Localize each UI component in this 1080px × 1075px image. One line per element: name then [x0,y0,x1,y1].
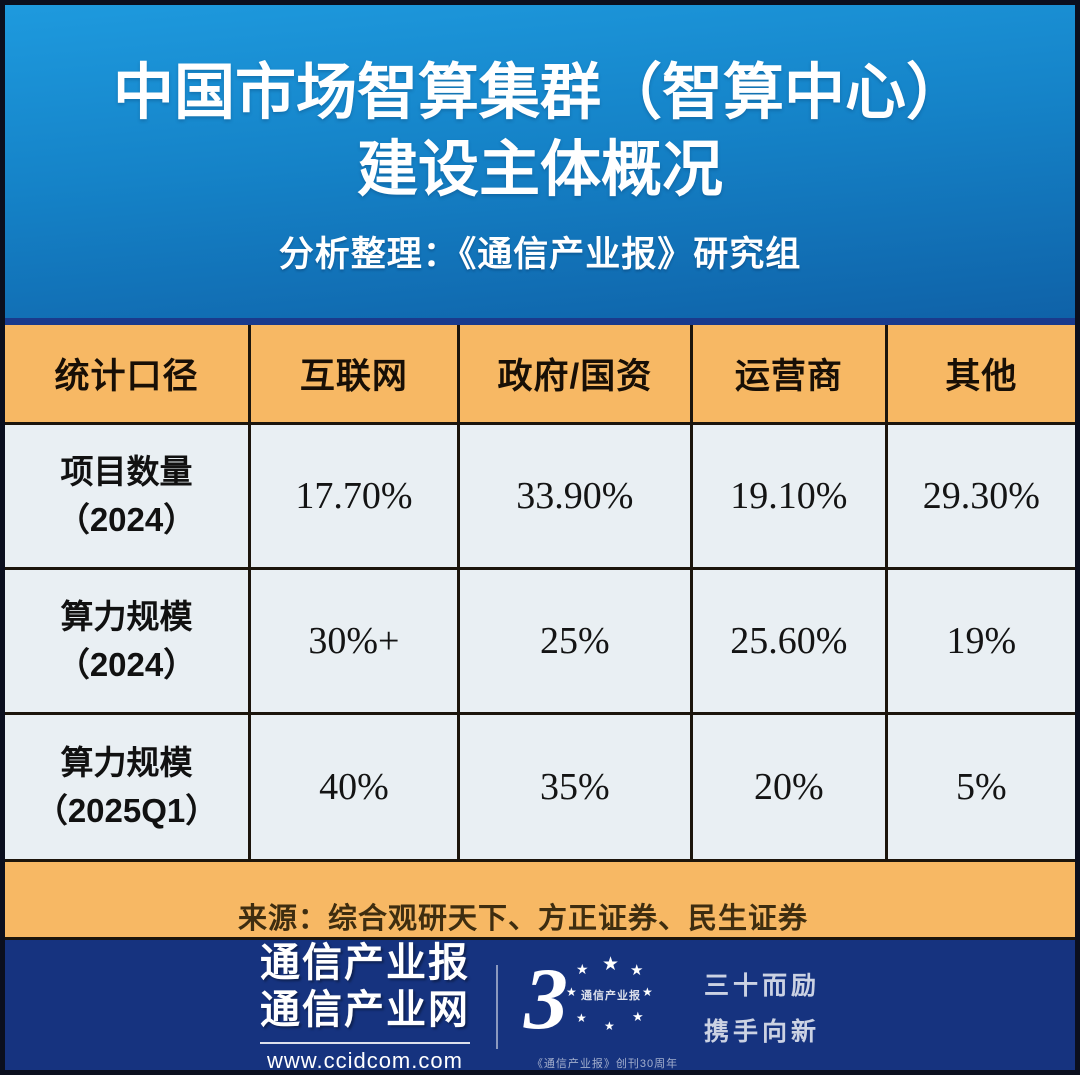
table-cell: 40% [251,715,460,862]
page-title-line2: 建设主体概况 [356,135,723,203]
slogan-line2: 携手向新 [703,1018,820,1047]
star-icon: ★ [601,954,620,976]
source-bar: 来源：综合观研天下、方正证券、民生证券 [5,862,1075,937]
brand-name-paper: 通信产业报 [259,941,470,985]
star-icon: ★ [575,961,589,978]
page-title: 中国市场智算集群（智算中心） 建设主体概况 [113,54,967,208]
table-cell: 19% [887,570,1075,715]
table-cell: 29.30% [887,425,1075,570]
column-header-operator: 运营商 [692,325,888,425]
table-cell: 20% [692,715,888,862]
star-icon: ★ [565,985,577,1000]
table-cell: 35% [459,715,693,862]
logo-inner-text: 通信产业报 [580,990,641,1003]
table-cell: 19.10% [692,425,888,570]
brand-website: www.ccidcom.com [259,1042,470,1070]
table-cell: 30%+ [251,570,460,715]
star-icon: ★ [629,962,644,980]
brand-name-web: 通信产业网 [259,988,470,1033]
row-label-project-count-2024: 项目数量 （2024） [5,425,252,570]
slogan-line1: 三十而励 [703,972,820,1001]
table-cell: 25.60% [692,570,888,715]
table-cell: 33.90% [459,425,693,570]
star-icon: ★ [603,1019,615,1034]
header-banner: 中国市场智算集群（智算中心） 建设主体概况 分析整理：《通信产业报》研究组 [5,5,1075,318]
column-header-internet: 互联网 [251,325,460,425]
star-icon: ★ [641,985,653,1000]
row-label-compute-scale-2025q1: 算力规模 （2025Q1） [5,715,252,862]
data-table: 统计口径 互联网 政府/国资 运营商 其他 项目数量 （2024） 17.70%… [5,325,1075,940]
footer-bar: 通信产业报 通信产业网 www.ccidcom.com 3 ★ ★ ★ ★ ★ … [5,940,1075,1070]
table-cell: 17.70% [251,425,460,570]
header-table-separator [5,318,1075,325]
page-title-line1: 中国市场智算集群（智算中心） [112,58,967,127]
page-subtitle: 分析整理：《通信产业报》研究组 [278,234,802,274]
table-cell: 25% [459,570,693,715]
star-icon: ★ [575,1011,587,1026]
star-icon: ★ [631,1009,644,1025]
source-text: 来源：综合观研天下、方正证券、民生证券 [237,903,808,935]
column-header-government: 政府/国资 [459,325,693,425]
logo-digit-3: 3 [523,951,568,1049]
column-header-other: 其他 [887,325,1075,425]
column-header-metric: 统计口径 [5,325,252,425]
star-ring-icon: ★ ★ ★ ★ ★ ★ ★ ★ 通信产业报 [565,954,654,1039]
brand-block: 通信产业报 通信产业网 www.ccidcom.com [259,940,470,1070]
slogan-block: 三十而励 携手向新 [700,966,820,1048]
logo-caption: 《通信产业报》创刊30周年 [531,1058,679,1071]
footer-divider [495,965,498,1050]
row-label-compute-scale-2024: 算力规模 （2024） [5,570,252,715]
table-cell: 5% [887,715,1075,862]
anniversary-30-logo: 3 ★ ★ ★ ★ ★ ★ ★ ★ 通信产业报 《通信产业报》创刊30周年 [524,951,677,1070]
